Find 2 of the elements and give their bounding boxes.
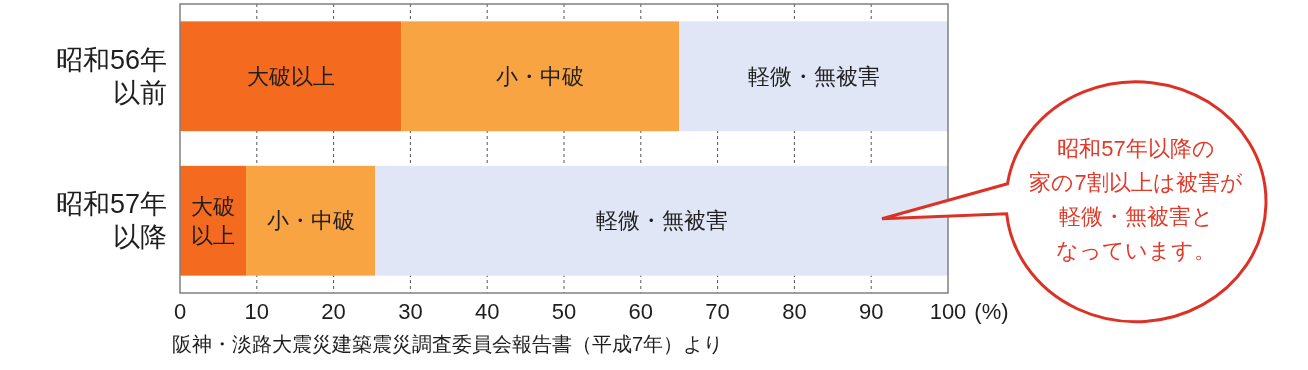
callout-text: 昭和57年以降の家の7割以上は被害が軽微・無被害となっています。 xyxy=(1029,136,1243,264)
xlabel: (%) xyxy=(974,298,1009,324)
